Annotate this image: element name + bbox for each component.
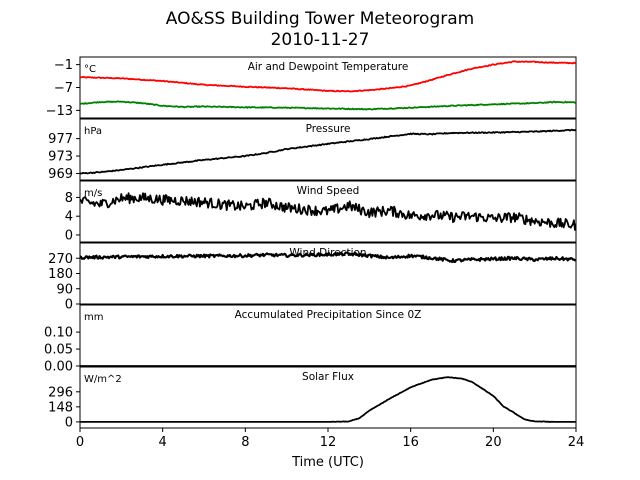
chart-subtitle: 2010-11-27	[271, 30, 370, 50]
y-tick-label: 0.00	[44, 360, 73, 375]
y-tick-label: 0	[65, 415, 73, 430]
panel-unit: °C	[84, 64, 96, 75]
y-tick-label: 973	[48, 150, 73, 165]
panel-title: Wind Direction	[289, 247, 366, 259]
panel-frame	[79, 118, 577, 181]
y-tick-label: 0	[65, 228, 73, 243]
panel-title: Pressure	[306, 123, 351, 135]
y-tick-label: 270	[48, 252, 73, 267]
panel-title: Solar Flux	[302, 371, 354, 383]
x-tick-label: 20	[485, 435, 502, 450]
y-tick-label: 8	[65, 191, 73, 206]
panel-title: Accumulated Precipitation Since 0Z	[235, 309, 422, 321]
x-tick-label: 16	[402, 435, 419, 450]
y-tick-label: −7	[54, 81, 73, 96]
panel-3: 8 4 0 Wind Speed m/s	[65, 180, 577, 243]
y-tick-label: 90	[56, 282, 73, 297]
panel-unit: W/m^2	[84, 374, 122, 385]
series-line-1	[80, 376, 576, 423]
panel-title: Air and Dewpoint Temperature	[248, 61, 409, 73]
x-tick-label: 24	[568, 435, 585, 450]
y-tick-label: 296	[48, 385, 73, 400]
chart-title: AO&SS Building Tower Meteorogram	[166, 9, 474, 29]
x-tick-label: 12	[320, 435, 337, 450]
panels-group: −1 −7 −13 Air and Dewpoint Temperature °C 977…	[44, 56, 577, 430]
y-tick-label: −13	[46, 104, 73, 119]
series-line-1	[80, 60, 576, 93]
y-tick-label: 969	[48, 167, 73, 182]
panel-5: 0.10 0.05 0.00 Accumulated Precipitation Si…	[44, 304, 577, 375]
x-tick-label: 4	[159, 435, 167, 450]
panel-unit: mm	[84, 312, 103, 323]
x-axis-label: Time (UTC)	[291, 455, 364, 470]
y-tick-label: −1	[54, 58, 73, 73]
y-tick-label: 148	[48, 400, 73, 415]
y-tick-label: 0	[65, 298, 73, 313]
y-tick-label: 977	[48, 132, 73, 147]
panel-unit: hPa	[84, 126, 102, 137]
series-line-2	[80, 100, 576, 111]
x-axis: 0 4 8 12 16 20 24	[76, 428, 584, 450]
x-tick-label: 8	[241, 435, 249, 450]
panel-1: −1 −7 −13 Air and Dewpoint Temperature °C	[46, 56, 577, 119]
series-line-1	[80, 251, 576, 263]
panel-frame	[79, 180, 577, 243]
panel-2: 977 973 969 Pressure hPa	[48, 118, 577, 182]
y-tick-label: 180	[48, 267, 73, 282]
panel-unit: m/s	[84, 188, 102, 199]
x-tick-label: 0	[76, 435, 84, 450]
y-tick-label: 0.10	[44, 326, 73, 341]
panel-title: Wind Speed	[297, 185, 360, 197]
series-line-1	[80, 192, 576, 231]
y-tick-label: 0.05	[44, 343, 73, 358]
series-line-1	[80, 128, 576, 175]
y-tick-label: 4	[65, 210, 73, 225]
